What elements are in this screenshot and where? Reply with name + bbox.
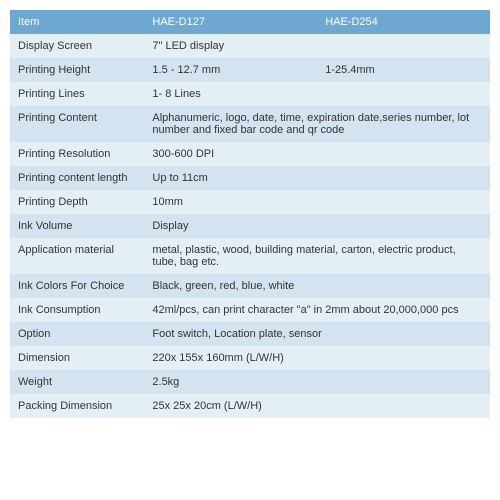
table-row: Printing content lengthUp to 11cm (10, 166, 490, 190)
table-row: Ink Consumption42ml/pcs, can print chara… (10, 298, 490, 322)
table-row: Printing Depth10mm (10, 190, 490, 214)
row-value: 2.5kg (144, 370, 490, 394)
row-value: metal, plastic, wood, building material,… (144, 238, 490, 274)
spec-table: Item HAE-D127 HAE-D254 Display Screen7" … (10, 10, 490, 418)
row-label: Dimension (10, 346, 144, 370)
row-label: Printing Lines (10, 82, 144, 106)
row-label: Ink Colors For Choice (10, 274, 144, 298)
row-value-1: 1.5 - 12.7 mm (144, 58, 317, 82)
row-value: Up to 11cm (144, 166, 490, 190)
row-label: Printing Height (10, 58, 144, 82)
row-value: 25x 25x 20cm (L/W/H) (144, 394, 490, 418)
spec-body: Display Screen7" LED displayPrinting Hei… (10, 34, 490, 418)
row-label: Display Screen (10, 34, 144, 58)
header-item: Item (10, 10, 144, 34)
table-row: Application materialmetal, plastic, wood… (10, 238, 490, 274)
row-value: Alphanumeric, logo, date, time, expirati… (144, 106, 490, 142)
row-value: 300-600 DPI (144, 142, 490, 166)
row-value-2: 1-25.4mm (317, 58, 490, 82)
row-value: Display (144, 214, 490, 238)
row-value: Black, green, red, blue, white (144, 274, 490, 298)
row-label: Ink Consumption (10, 298, 144, 322)
table-row: Packing Dimension25x 25x 20cm (L/W/H) (10, 394, 490, 418)
table-row: Ink VolumeDisplay (10, 214, 490, 238)
row-label: Weight (10, 370, 144, 394)
table-row: Printing Lines 1- 8 Lines (10, 82, 490, 106)
table-row: OptionFoot switch, Location plate, senso… (10, 322, 490, 346)
row-label: Packing Dimension (10, 394, 144, 418)
table-row: Weight2.5kg (10, 370, 490, 394)
row-label: Printing Content (10, 106, 144, 142)
table-row: Printing ContentAlphanumeric, logo, date… (10, 106, 490, 142)
header-col2: HAE-D254 (317, 10, 490, 34)
row-value: 7" LED display (144, 34, 490, 58)
table-row: Dimension220x 155x 160mm (L/W/H) (10, 346, 490, 370)
row-label: Printing Resolution (10, 142, 144, 166)
row-value: 220x 155x 160mm (L/W/H) (144, 346, 490, 370)
row-value: 1- 8 Lines (144, 82, 490, 106)
table-row: Printing Resolution300-600 DPI (10, 142, 490, 166)
row-value: Foot switch, Location plate, sensor (144, 322, 490, 346)
row-label: Option (10, 322, 144, 346)
row-value: 42ml/pcs, can print character "a" in 2mm… (144, 298, 490, 322)
table-row: Display Screen7" LED display (10, 34, 490, 58)
header-col1: HAE-D127 (144, 10, 317, 34)
row-value: 10mm (144, 190, 490, 214)
table-row: Printing Height1.5 - 12.7 mm1-25.4mm (10, 58, 490, 82)
row-label: Application material (10, 238, 144, 274)
table-row: Ink Colors For ChoiceBlack, green, red, … (10, 274, 490, 298)
row-label: Printing Depth (10, 190, 144, 214)
row-label: Printing content length (10, 166, 144, 190)
row-label: Ink Volume (10, 214, 144, 238)
header-row: Item HAE-D127 HAE-D254 (10, 10, 490, 34)
